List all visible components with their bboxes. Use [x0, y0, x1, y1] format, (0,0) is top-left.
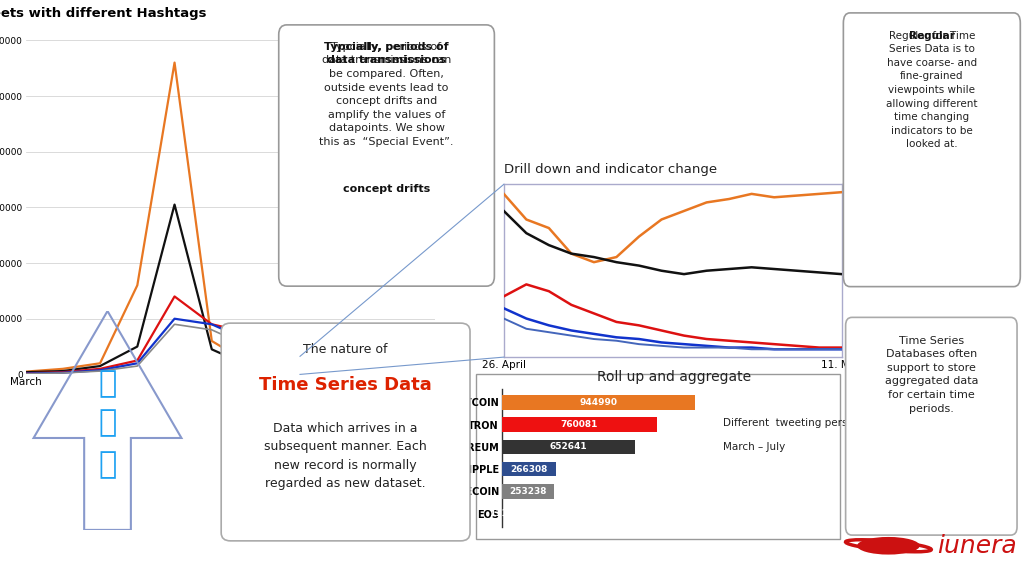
Text: 760081: 760081: [561, 420, 598, 429]
Bar: [502, 439, 635, 454]
Text: Regular: Regular: [909, 31, 954, 41]
Bar: [502, 418, 657, 432]
Bar: [502, 462, 556, 476]
FancyBboxPatch shape: [846, 317, 1017, 535]
Text: 🐦: 🐦: [98, 369, 117, 398]
Circle shape: [857, 537, 920, 555]
Text: concept drifts: concept drifts: [343, 184, 430, 194]
Text: Special
Event: Special Event: [264, 335, 291, 355]
Text: March – July: March – July: [723, 442, 785, 452]
Text: 944990: 944990: [580, 398, 617, 407]
Text: 1117: 1117: [489, 509, 514, 518]
Text: 652641: 652641: [550, 442, 588, 452]
Bar: [255, 357, 300, 374]
Text: 🐦: 🐦: [98, 408, 117, 437]
Text: 266308: 266308: [510, 464, 548, 473]
FancyBboxPatch shape: [476, 374, 840, 539]
Text: Data which arrives in a
subsequent manner. Each
new record is normally
regarded : Data which arrives in a subsequent manne…: [264, 422, 427, 490]
Text: Typcially, periods of
data transmissions: Typcially, periods of data transmissions: [325, 42, 449, 66]
Text: 🐦: 🐦: [98, 450, 117, 479]
Text: Tweets with different Hashtags: Tweets with different Hashtags: [0, 7, 207, 20]
Text: Time Series Data: Time Series Data: [259, 376, 432, 393]
Text: iunera: iunera: [937, 534, 1017, 558]
Bar: [502, 484, 554, 498]
Text: Typcially, periods of
data transmissions can
be compared. Often,
outside events : Typcially, periods of data transmissions…: [319, 42, 454, 147]
Text: Regular for Time
Series Data is to
have coarse- and
fine-grained
viewpoints whil: Regular for Time Series Data is to have …: [886, 31, 978, 149]
Polygon shape: [643, 374, 705, 426]
FancyBboxPatch shape: [844, 13, 1020, 287]
FancyBboxPatch shape: [279, 25, 495, 286]
Text: Time Series
Databases often
support to store
aggregated data
for certain time
pe: Time Series Databases often support to s…: [885, 335, 978, 414]
Text: 253238: 253238: [509, 487, 547, 496]
Text: The nature of: The nature of: [303, 343, 388, 357]
Text: Roll up and aggregate: Roll up and aggregate: [597, 370, 751, 384]
Bar: [502, 395, 695, 410]
Text: Different  tweeting persons: Different tweeting persons: [723, 418, 866, 429]
FancyBboxPatch shape: [221, 323, 470, 541]
Text: Drill down and indicator change: Drill down and indicator change: [504, 162, 717, 176]
